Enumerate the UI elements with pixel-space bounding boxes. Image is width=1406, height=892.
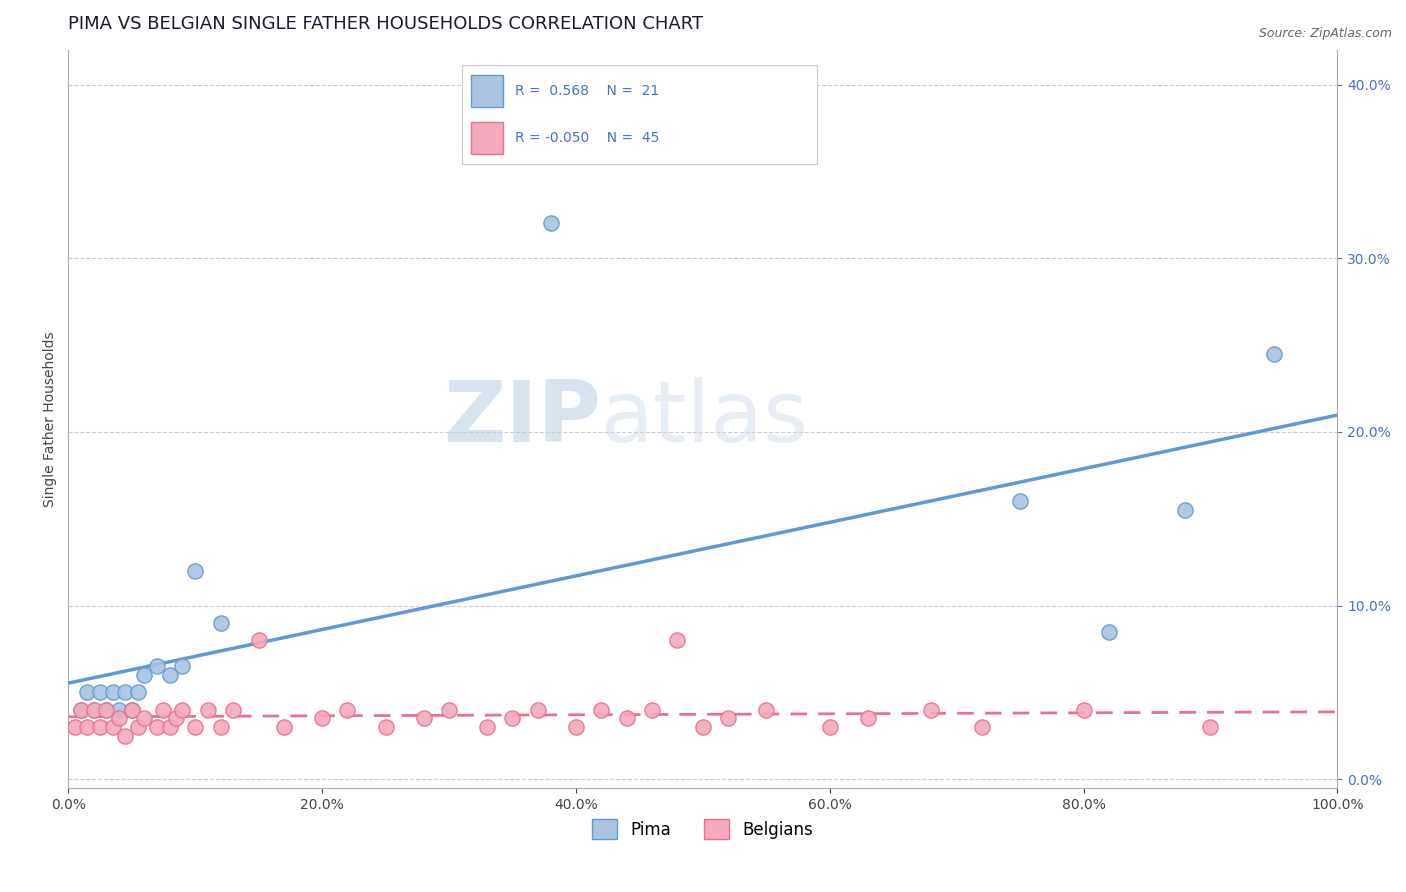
Point	[101, 720, 124, 734]
Point	[666, 633, 689, 648]
Point	[108, 711, 131, 725]
Point	[856, 711, 879, 725]
Point	[920, 703, 942, 717]
Point	[114, 685, 136, 699]
Point	[1174, 503, 1197, 517]
Point	[209, 615, 232, 630]
Point	[89, 685, 111, 699]
Point	[273, 720, 295, 734]
Point	[197, 703, 219, 717]
Point	[134, 711, 156, 725]
Point	[146, 659, 169, 673]
Point	[692, 720, 714, 734]
Point	[172, 659, 194, 673]
Point	[540, 217, 562, 231]
Point	[121, 703, 143, 717]
Point	[159, 668, 181, 682]
Point	[209, 720, 232, 734]
Point	[184, 564, 207, 578]
Point	[108, 703, 131, 717]
Point	[717, 711, 740, 725]
Point	[96, 703, 118, 717]
Point	[247, 633, 270, 648]
Point	[336, 703, 359, 717]
Point	[1098, 624, 1121, 639]
Text: atlas: atlas	[602, 377, 810, 460]
Point	[616, 711, 638, 725]
Point	[70, 703, 93, 717]
Point	[165, 711, 187, 725]
Point	[89, 720, 111, 734]
Point	[146, 720, 169, 734]
Point	[755, 703, 778, 717]
Point	[63, 720, 86, 734]
Point	[475, 720, 498, 734]
Point	[83, 703, 105, 717]
Point	[184, 720, 207, 734]
Point	[501, 711, 523, 725]
Point	[83, 703, 105, 717]
Point	[641, 703, 664, 717]
Point	[412, 711, 434, 725]
Point	[159, 720, 181, 734]
Point	[134, 668, 156, 682]
Point	[127, 685, 149, 699]
Point	[527, 703, 550, 717]
Point	[172, 703, 194, 717]
Text: PIMA VS BELGIAN SINGLE FATHER HOUSEHOLDS CORRELATION CHART: PIMA VS BELGIAN SINGLE FATHER HOUSEHOLDS…	[69, 15, 703, 33]
Point	[311, 711, 333, 725]
Point	[152, 703, 174, 717]
Point	[76, 685, 98, 699]
Point	[121, 703, 143, 717]
Legend: Pima, Belgians: Pima, Belgians	[585, 813, 820, 846]
Point	[222, 703, 245, 717]
Point	[970, 720, 993, 734]
Point	[76, 720, 98, 734]
Point	[591, 703, 613, 717]
Point	[1010, 494, 1032, 508]
Text: Source: ZipAtlas.com: Source: ZipAtlas.com	[1258, 27, 1392, 40]
Point	[565, 720, 588, 734]
Y-axis label: Single Father Households: Single Father Households	[44, 331, 58, 507]
Point	[114, 729, 136, 743]
Point	[101, 685, 124, 699]
Point	[1263, 347, 1285, 361]
Point	[1199, 720, 1222, 734]
Point	[70, 703, 93, 717]
Point	[374, 720, 396, 734]
Point	[437, 703, 460, 717]
Point	[1073, 703, 1095, 717]
Text: ZIP: ZIP	[443, 377, 602, 460]
Point	[96, 703, 118, 717]
Point	[127, 720, 149, 734]
Point	[818, 720, 841, 734]
